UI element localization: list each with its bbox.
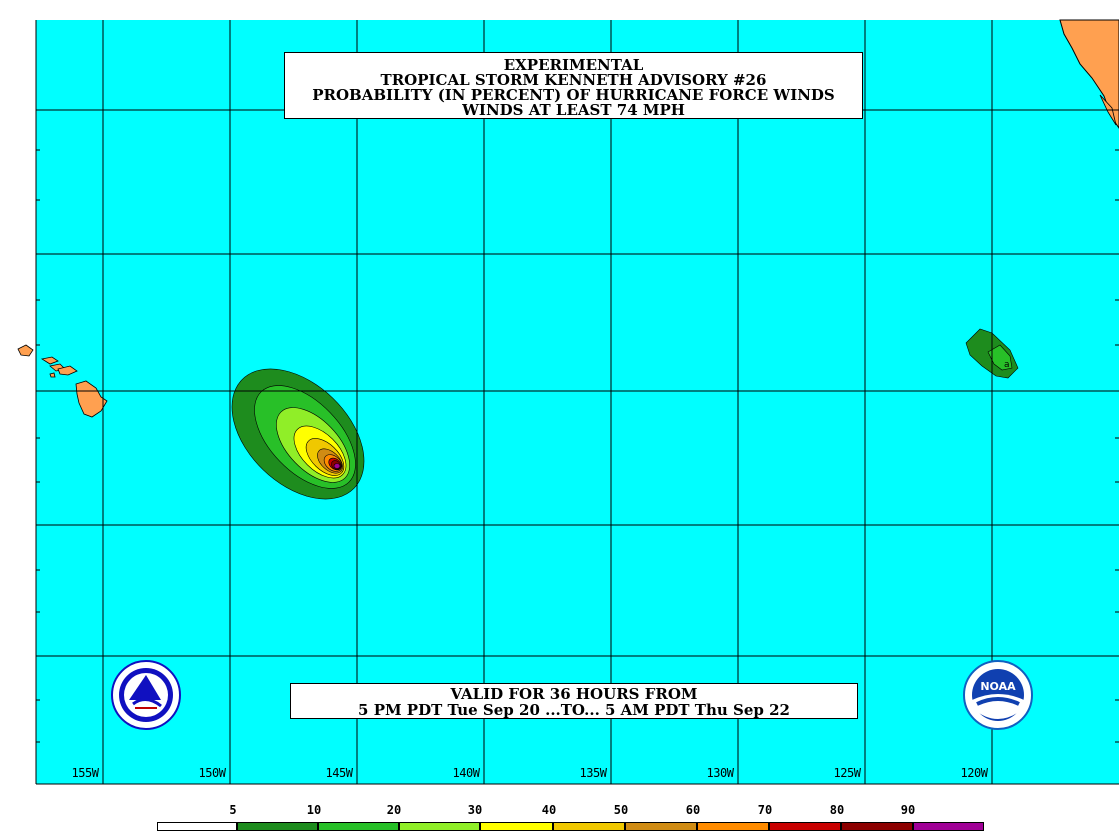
valid-line-1: VALID FOR 36 HOURS FROM [450, 685, 698, 703]
lon-label-140w: 140W [452, 766, 480, 780]
lon-label-155w: 155W [71, 766, 99, 780]
valid-period-box: VALID FOR 36 HOURS FROM 5 PM PDT Tue Sep… [290, 683, 858, 719]
svg-text:NOAA: NOAA [980, 680, 1016, 693]
probability-contour-main [231, 368, 365, 500]
map-title-box: EXPERIMENTAL TROPICAL STORM KENNETH ADVI… [284, 52, 863, 119]
ocean [36, 20, 1119, 784]
noaa-logo: NOAA [963, 660, 1033, 730]
valid-line-2: 5 PM PDT Tue Sep 20 ...TO... 5 AM PDT Th… [358, 701, 790, 719]
svg-text:a: a [1004, 360, 1010, 370]
legend-tick-90: 90 [900, 803, 916, 817]
legend-swatch-7 [697, 822, 769, 831]
tick-marks [36, 149, 1119, 743]
title-line-4: WINDS AT LEAST 74 MPH [462, 101, 685, 119]
lon-label-150w: 150W [198, 766, 226, 780]
legend-swatch-9 [841, 822, 913, 831]
lon-label-120w: 120W [960, 766, 988, 780]
legend-tick-80: 80 [829, 803, 845, 817]
legend-swatch-3 [399, 822, 480, 831]
legend-swatch-5 [553, 822, 625, 831]
legend-tick-20: 20 [386, 803, 402, 817]
baja-california-coast [1059, 19, 1119, 129]
legend-swatch-2 [318, 822, 399, 831]
title-line-2: TROPICAL STORM KENNETH ADVISORY #26 [380, 71, 767, 89]
legend-tick-5: 5 [229, 803, 237, 817]
lon-label-145w: 145W [325, 766, 353, 780]
lat-lon-grid [35, 20, 1119, 785]
title-line-3: PROBABILITY (IN PERCENT) OF HURRICANE FO… [312, 86, 835, 104]
legend-swatch-4 [480, 822, 553, 831]
legend-swatch-6 [625, 822, 697, 831]
legend-swatch-10 [913, 822, 984, 831]
legend-swatch-8 [769, 822, 841, 831]
lon-label-130w: 130W [706, 766, 734, 780]
legend-tick-70: 70 [757, 803, 773, 817]
nws-logo [111, 660, 181, 730]
legend-swatch-0 [157, 822, 237, 831]
lon-label-135w: 135W [579, 766, 607, 780]
legend-color-bar [157, 822, 984, 831]
legend-tick-60: 60 [685, 803, 701, 817]
legend-tick-50: 50 [613, 803, 629, 817]
hawaii-islands [17, 344, 108, 418]
title-line-1: EXPERIMENTAL [503, 56, 644, 74]
legend-swatch-1 [237, 822, 318, 831]
legend-tick-10: 10 [306, 803, 322, 817]
legend-tick-30: 30 [467, 803, 483, 817]
lon-label-125w: 125W [833, 766, 861, 780]
legend-tick-40: 40 [541, 803, 557, 817]
